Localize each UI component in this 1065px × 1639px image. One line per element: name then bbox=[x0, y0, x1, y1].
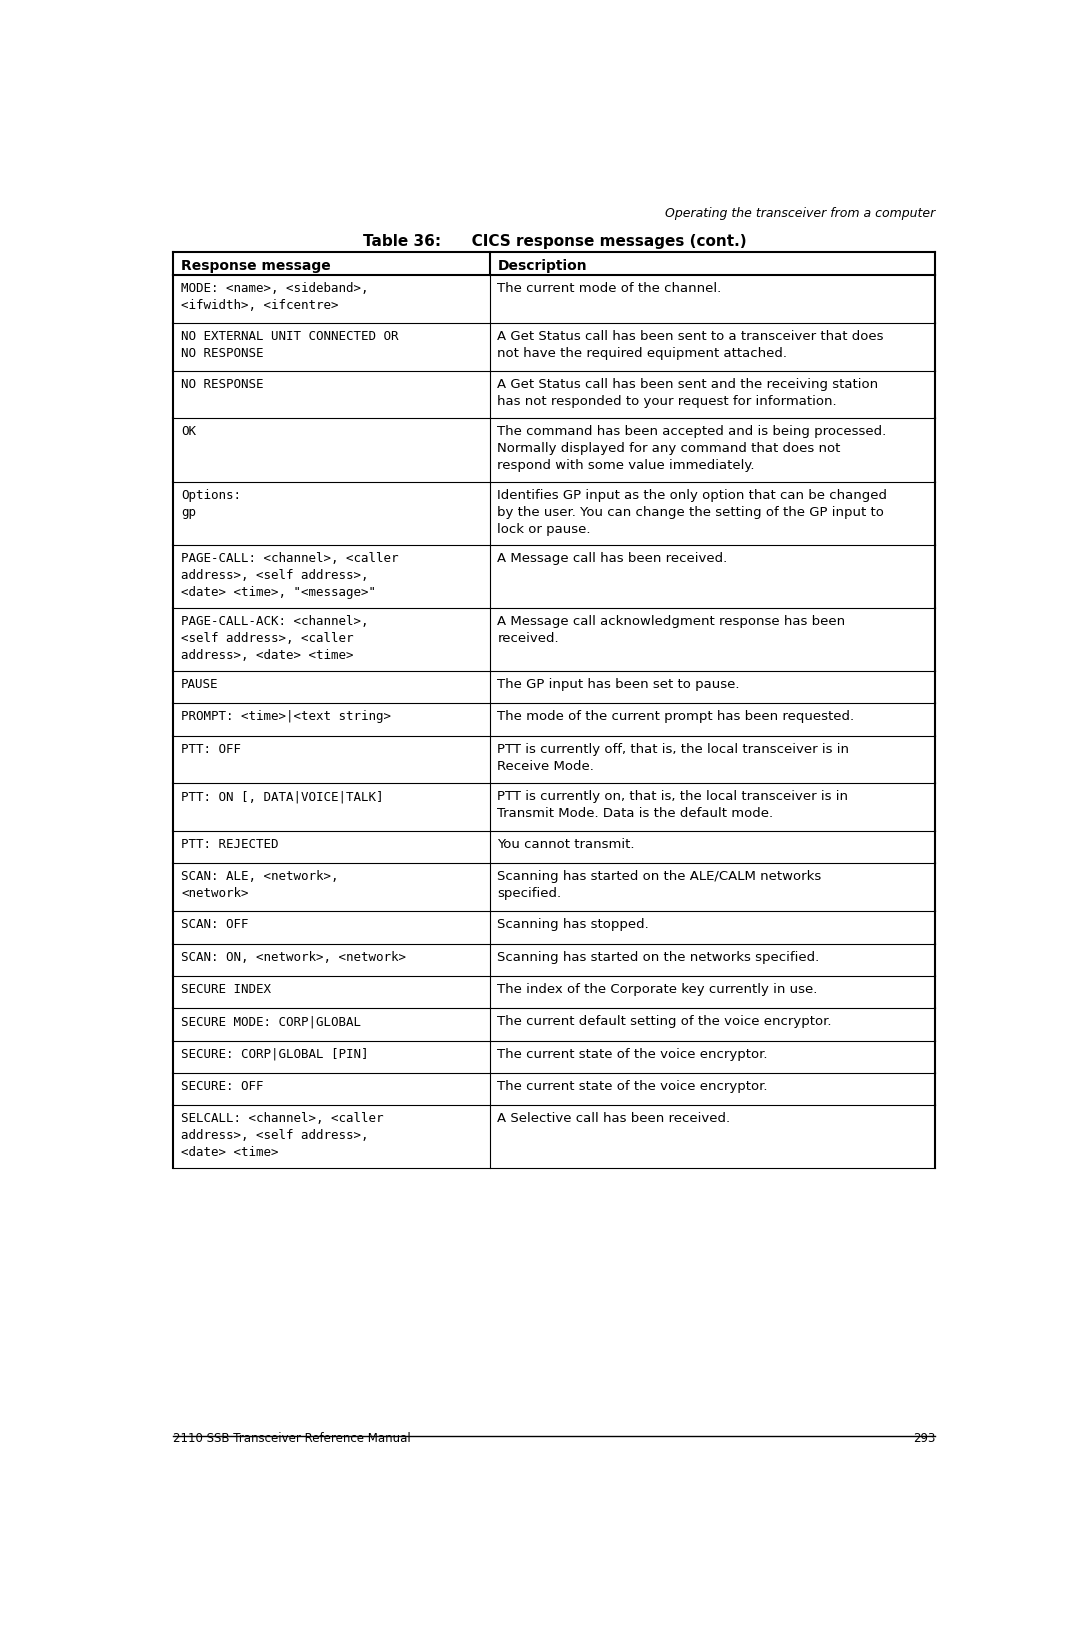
Text: The current state of the voice encryptor.: The current state of the voice encryptor… bbox=[497, 1080, 768, 1093]
Text: The command has been accepted and is being processed.
Normally displayed for any: The command has been accepted and is bei… bbox=[497, 426, 886, 472]
Text: Table 36:  CICS response messages (cont.): Table 36: CICS response messages (cont.) bbox=[362, 234, 747, 249]
Text: SELCALL: <channel>, <caller
address>, <self address>,
<date> <time>: SELCALL: <channel>, <caller address>, <s… bbox=[181, 1113, 383, 1159]
Text: The GP input has been set to pause.: The GP input has been set to pause. bbox=[497, 679, 740, 692]
Text: PAUSE: PAUSE bbox=[181, 679, 218, 692]
Text: SECURE: OFF: SECURE: OFF bbox=[181, 1080, 264, 1093]
Text: A Selective call has been received.: A Selective call has been received. bbox=[497, 1113, 731, 1126]
Text: Scanning has started on the ALE/CALM networks
specified.: Scanning has started on the ALE/CALM net… bbox=[497, 870, 821, 900]
Text: The current mode of the channel.: The current mode of the channel. bbox=[497, 282, 722, 295]
Text: NO RESPONSE: NO RESPONSE bbox=[181, 377, 264, 390]
Text: PROMPT: <time>|<text string>: PROMPT: <time>|<text string> bbox=[181, 710, 391, 723]
Text: PTT: OFF: PTT: OFF bbox=[181, 742, 241, 756]
Text: Identifies GP input as the only option that can be changed
by the user. You can : Identifies GP input as the only option t… bbox=[497, 488, 887, 536]
Text: PTT is currently on, that is, the local transceiver is in
Transmit Mode. Data is: PTT is currently on, that is, the local … bbox=[497, 790, 849, 821]
Text: Response message: Response message bbox=[181, 259, 331, 274]
Text: SECURE MODE: CORP|GLOBAL: SECURE MODE: CORP|GLOBAL bbox=[181, 1015, 361, 1028]
Text: You cannot transmit.: You cannot transmit. bbox=[497, 838, 635, 851]
Text: A Message call acknowledgment response has been
received.: A Message call acknowledgment response h… bbox=[497, 615, 846, 644]
Text: MODE: <name>, <sideband>,
<ifwidth>, <ifcentre>: MODE: <name>, <sideband>, <ifwidth>, <if… bbox=[181, 282, 368, 311]
Text: SECURE: CORP|GLOBAL [PIN]: SECURE: CORP|GLOBAL [PIN] bbox=[181, 1047, 368, 1060]
Text: SCAN: ON, <network>, <network>: SCAN: ON, <network>, <network> bbox=[181, 951, 406, 964]
Text: Operating the transceiver from a computer: Operating the transceiver from a compute… bbox=[665, 208, 935, 221]
Text: NO EXTERNAL UNIT CONNECTED OR
NO RESPONSE: NO EXTERNAL UNIT CONNECTED OR NO RESPONS… bbox=[181, 329, 398, 361]
Text: SCAN: OFF: SCAN: OFF bbox=[181, 918, 248, 931]
Text: PTT is currently off, that is, the local transceiver is in
Receive Mode.: PTT is currently off, that is, the local… bbox=[497, 742, 849, 772]
Text: PTT: REJECTED: PTT: REJECTED bbox=[181, 838, 279, 851]
Text: OK: OK bbox=[181, 426, 196, 438]
Text: Scanning has started on the networks specified.: Scanning has started on the networks spe… bbox=[497, 951, 820, 964]
Text: A Message call has been received.: A Message call has been received. bbox=[497, 552, 727, 565]
Text: 293: 293 bbox=[913, 1432, 935, 1446]
Text: A Get Status call has been sent to a transceiver that does
not have the required: A Get Status call has been sent to a tra… bbox=[497, 329, 884, 361]
Text: SECURE INDEX: SECURE INDEX bbox=[181, 983, 272, 997]
Text: SCAN: ALE, <network>,
<network>: SCAN: ALE, <network>, <network> bbox=[181, 870, 339, 900]
Text: Description: Description bbox=[497, 259, 587, 274]
Text: A Get Status call has been sent and the receiving station
has not responded to y: A Get Status call has been sent and the … bbox=[497, 377, 879, 408]
Text: The index of the Corporate key currently in use.: The index of the Corporate key currently… bbox=[497, 983, 818, 997]
Text: Scanning has stopped.: Scanning has stopped. bbox=[497, 918, 649, 931]
Text: PAGE-CALL: <channel>, <caller
address>, <self address>,
<date> <time>, "<message: PAGE-CALL: <channel>, <caller address>, … bbox=[181, 552, 398, 598]
Text: The mode of the current prompt has been requested.: The mode of the current prompt has been … bbox=[497, 710, 854, 723]
Text: The current default setting of the voice encryptor.: The current default setting of the voice… bbox=[497, 1015, 832, 1028]
Text: 2110 SSB Transceiver Reference Manual: 2110 SSB Transceiver Reference Manual bbox=[174, 1432, 411, 1446]
Text: PTT: ON [, DATA|VOICE|TALK]: PTT: ON [, DATA|VOICE|TALK] bbox=[181, 790, 383, 803]
Text: PAGE-CALL-ACK: <channel>,
<self address>, <caller
address>, <date> <time>: PAGE-CALL-ACK: <channel>, <self address>… bbox=[181, 615, 368, 662]
Text: Options:
gp: Options: gp bbox=[181, 488, 241, 518]
Text: The current state of the voice encryptor.: The current state of the voice encryptor… bbox=[497, 1047, 768, 1060]
